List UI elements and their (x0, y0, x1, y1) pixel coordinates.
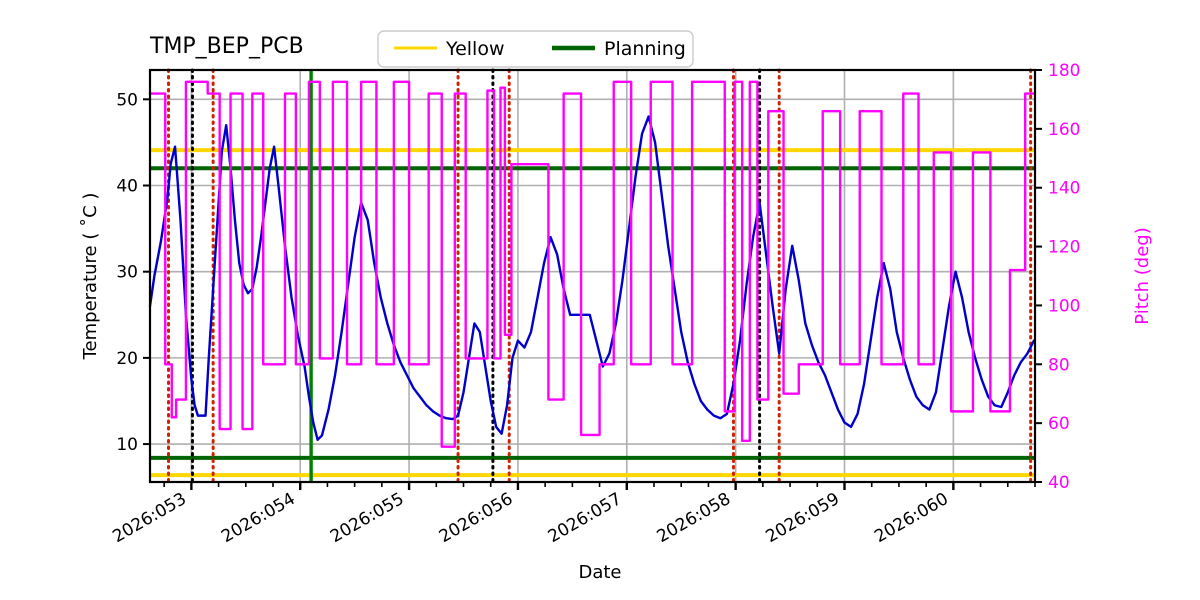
data-series (148, 80, 1036, 448)
y-tick-label: 50 (116, 90, 138, 110)
x-axis-title: Date (578, 562, 621, 583)
x-tick-label: 2026:057 (545, 489, 626, 547)
x-tick-label: 2026:059 (762, 489, 843, 547)
x-tick-label: 2026:053 (109, 489, 190, 547)
legend-label-yellow: Yellow (445, 38, 505, 60)
y-tick-label: 10 (116, 435, 138, 455)
plot-frame (148, 68, 1037, 484)
chart-title: TMP_BEP_PCB (149, 34, 304, 59)
y-tick-label-right: 80 (1048, 355, 1070, 375)
y-tick-label-right: 100 (1048, 296, 1080, 316)
x-tick-label: 2026:058 (654, 489, 735, 547)
limit-lines (150, 148, 1035, 478)
y-axis-right-title: Pitch (deg) (1132, 227, 1153, 325)
y-tick-label-right: 40 (1048, 473, 1070, 493)
y-tick-label: 40 (116, 176, 138, 196)
y-tick-label-right: 180 (1048, 61, 1080, 81)
y-tick-label-right: 140 (1048, 179, 1080, 199)
legend[interactable]: Yellow Planning (377, 30, 694, 68)
y-tick-label: 20 (116, 349, 138, 369)
y-tick-label-right: 160 (1048, 120, 1080, 140)
axis-ticks (143, 69, 1042, 490)
series-line-pitch (148, 80, 1036, 448)
y-tick-label-right: 60 (1048, 414, 1070, 434)
series-line-temperature (148, 115, 1036, 441)
y-axis-title: Temperature ( ˚C ) (80, 193, 101, 361)
x-tick-label: 2026:060 (871, 489, 952, 547)
y-tick-label: 30 (116, 263, 138, 283)
x-tick-label: 2026:054 (218, 489, 299, 547)
x-tick-label: 2026:056 (436, 489, 517, 547)
legend-label-planning: Planning (604, 38, 686, 60)
x-tick-label: 2026:055 (327, 489, 408, 547)
y-tick-label-right: 120 (1048, 238, 1080, 258)
